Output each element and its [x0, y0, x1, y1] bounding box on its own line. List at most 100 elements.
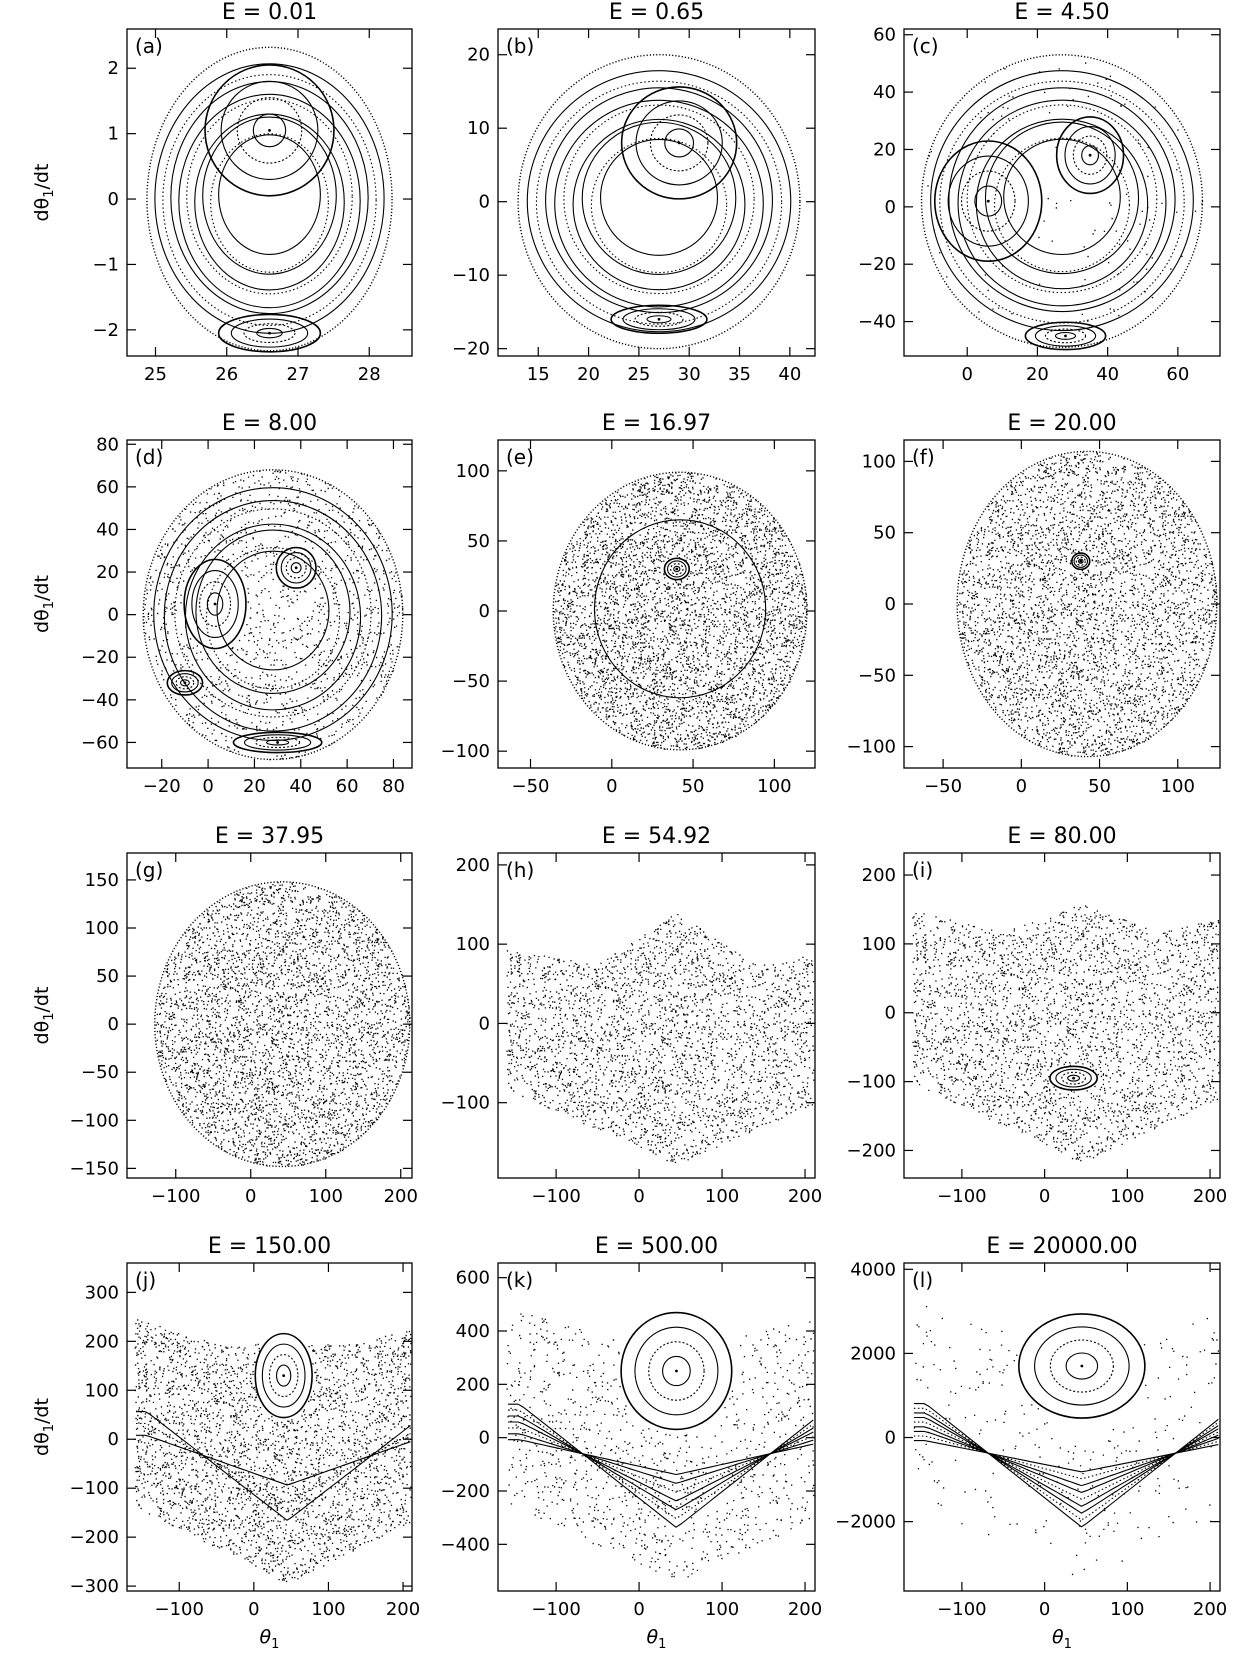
y-tick-label: −200	[847, 1140, 896, 1161]
y-tick-label: 60	[873, 25, 896, 46]
x-tick-label: 0	[202, 776, 213, 797]
panel-letter: (b)	[506, 34, 534, 58]
y-tick-label: 50	[96, 966, 119, 987]
chaotic-sea	[912, 905, 1220, 1162]
island-orbit	[275, 546, 317, 589]
y-tick-label: −200	[441, 1481, 490, 1502]
island-orbit	[620, 1311, 733, 1431]
island-orbit	[634, 1326, 719, 1416]
scatter-points	[956, 450, 1218, 758]
orbit-curve	[194, 113, 345, 291]
y-tick-label: −50	[452, 671, 490, 692]
x-tick-label: 100	[311, 1599, 345, 1620]
scatter-points	[134, 1319, 412, 1583]
x-tick-label: −50	[512, 776, 550, 797]
x-tick-label: 28	[358, 364, 381, 385]
y-tick-label: 0	[108, 189, 119, 210]
scatter-points	[912, 905, 1220, 1162]
island-orbit	[960, 170, 1016, 232]
panel-letter: (i)	[912, 858, 933, 882]
panel-letter: (e)	[506, 445, 534, 469]
island-orbit	[666, 560, 687, 578]
island-orbit	[1067, 1074, 1081, 1082]
boundary-orbit	[146, 46, 393, 352]
y-axis-label-sub: 1	[42, 189, 57, 197]
x-tick-label: 0	[248, 1599, 259, 1620]
y-tick-label: 200	[862, 865, 896, 886]
panel-title: E = 20.00	[1007, 411, 1116, 436]
island-orbit	[974, 185, 1003, 217]
y-tick-label: 4000	[850, 1259, 896, 1280]
panel-letter: (l)	[912, 1268, 933, 1292]
y-tick-label: 100	[456, 461, 490, 482]
y-tick-label: −100	[70, 1478, 119, 1499]
panel-i: E = 80.00 (i) −100 0 100 200 −200 −100 0 100 200	[847, 824, 1228, 1207]
y-tick-label: −1	[92, 254, 119, 275]
x-tick-label: 200	[384, 1186, 418, 1207]
x-tick-label: 100	[1110, 1599, 1144, 1620]
boundary-orbit	[920, 54, 1204, 349]
chaotic-sea	[554, 472, 808, 750]
y-axis-label-tail: /dt	[31, 1398, 53, 1424]
x-tick-label: −20	[143, 776, 181, 797]
orbit-curve	[508, 1421, 814, 1502]
y-axis-label: dθ1/dt	[31, 987, 57, 1045]
island-orbit	[673, 565, 681, 573]
orbit-curve	[535, 80, 783, 325]
fixed-point	[675, 567, 679, 571]
y-tick-label: −150	[70, 1158, 119, 1179]
chaotic-sea	[143, 470, 404, 761]
orbit-curve	[975, 118, 1149, 290]
x-tick-label: −50	[924, 776, 962, 797]
x-tick-label: 25	[144, 364, 167, 385]
x-tick-label: 50	[682, 776, 705, 797]
y-tick-label: 20	[873, 139, 896, 160]
panel-title: E = 0.65	[609, 0, 704, 25]
x-tick-label: 80	[382, 776, 405, 797]
orbit-curve	[526, 70, 792, 333]
panel-letter: (k)	[506, 1268, 533, 1292]
panel-e: E = 16.97 (e) −50 0 50 100 −100 −50 0 50 100	[441, 411, 816, 797]
panel-letter: (a)	[135, 34, 163, 58]
x-tick-label: 0	[1039, 1186, 1050, 1207]
y-tick-label: 300	[85, 1282, 119, 1303]
island-orbit	[1018, 1313, 1146, 1419]
panel-g: E = 37.95 (g) −100 0 100 200 −150 −100 −50 0 50 100…	[31, 824, 418, 1207]
fixed-point	[1080, 1364, 1084, 1368]
panel-title: E = 0.01	[222, 0, 317, 25]
orbit-curve	[205, 547, 341, 690]
chaotic-sea	[134, 1319, 412, 1583]
chaotic-sea	[927, 62, 1203, 322]
orbit-curve	[163, 500, 383, 732]
y-tick-label: −200	[70, 1527, 119, 1548]
y-axis-label-sub: 1	[42, 1424, 57, 1432]
y-tick-label: −100	[847, 737, 896, 758]
x-axis-label: θ1	[1052, 1626, 1072, 1652]
y-axis-label-main: dθ	[31, 1021, 53, 1045]
fixed-point	[657, 317, 661, 321]
y-tick-label: −60	[81, 732, 119, 753]
y-tick-label: −20	[858, 254, 896, 275]
orbit-curve	[136, 1422, 411, 1504]
orbit-curve	[913, 1403, 1219, 1528]
x-tick-label: 200	[788, 1599, 822, 1620]
x-tick-label: 200	[386, 1599, 420, 1620]
panel-k: E = 500.00 (k) −100 0 100 200 −400 −200 0 200 400 6…	[441, 1234, 823, 1652]
y-axis-label-main: dθ	[31, 198, 53, 222]
island-orbit	[1044, 328, 1087, 344]
orbit-curve	[508, 1439, 814, 1476]
island-orbit	[243, 734, 312, 751]
plot-frame	[126, 439, 413, 769]
y-tick-label: 100	[85, 918, 119, 939]
fixed-point	[1064, 334, 1067, 338]
x-axis-label-main: θ	[260, 1626, 272, 1648]
plot-frame	[497, 28, 816, 357]
island-orbit	[1081, 145, 1099, 166]
y-tick-label: 100	[456, 934, 490, 955]
y-axis-label-tail: /dt	[31, 575, 53, 601]
orbit-curve	[994, 137, 1130, 273]
x-tick-label: 200	[1193, 1186, 1227, 1207]
y-tick-label: −100	[70, 1110, 119, 1131]
y-tick-label: −300	[70, 1576, 119, 1597]
